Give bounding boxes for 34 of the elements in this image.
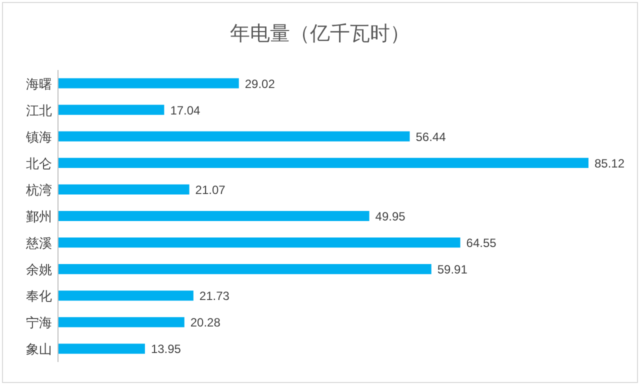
y-tick-label: 象山 [26,342,52,357]
y-tick-label: 镇海 [25,129,52,144]
bar [58,158,588,168]
bar [58,210,370,222]
chart-title: 年电量（亿千瓦时） [230,23,410,45]
y-tick-label: 余姚 [26,262,52,278]
y-tick-label: 北仑 [26,156,52,171]
data-label: 17.04 [170,103,201,118]
data-label: 29.02 [244,76,276,91]
data-label: 56.44 [416,130,446,144]
y-tick-label: 鄞州 [26,209,52,224]
y-tick-label: 慈溪 [25,236,52,251]
y-tick-label: 海曙 [26,76,52,92]
data-label: 85.12 [594,156,625,170]
bar [58,238,460,248]
y-tick-label: 江北 [26,102,52,118]
data-label: 59.91 [437,262,468,277]
bar [58,78,239,88]
data-label: 21.07 [195,182,226,197]
y-tick-label: 宁海 [26,315,52,330]
bar [58,184,190,194]
data-label: 20.28 [190,316,221,330]
y-tick-label: 杭湾 [25,182,52,198]
bar [58,317,184,328]
bar [58,290,194,301]
bar [58,131,410,142]
data-label: 64.55 [466,236,497,250]
bar [58,104,164,115]
bar [58,344,145,354]
data-label: 21.73 [199,289,230,304]
y-tick-label: 奉化 [26,288,52,304]
bar [58,264,432,274]
data-label: 49.95 [375,210,406,224]
data-label: 13.95 [150,342,182,356]
